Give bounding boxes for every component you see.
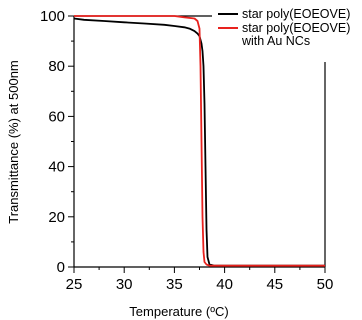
x-tick-label: 35 — [166, 276, 183, 293]
legend-label-2: with Au NCs — [241, 34, 310, 48]
series-line-2 — [74, 15, 325, 267]
legend-label-1: star poly(EOEOVE) — [242, 7, 350, 21]
legend-label-2: star poly(EOEOVE) — [242, 21, 350, 35]
x-tick-label: 50 — [317, 276, 334, 293]
y-tick-label: 0 — [57, 259, 65, 276]
y-tick-label: 20 — [48, 209, 65, 226]
y-tick-label: 80 — [48, 58, 65, 75]
axes: 25 30 35 40 45 50 0 20 40 60 80 100 — [40, 8, 333, 293]
y-tick-label: 100 — [40, 8, 65, 25]
x-axis-label: Temperature (ºC) — [129, 304, 228, 319]
x-tick-label: 45 — [266, 276, 283, 293]
legend: star poly(EOEOVE)star poly(EOEOVE)with A… — [212, 4, 360, 62]
x-tick-label: 40 — [216, 276, 233, 293]
y-tick-label: 40 — [48, 159, 65, 176]
series-layer — [73, 15, 325, 267]
x-tick-label: 25 — [66, 276, 83, 293]
y-axis-label: Transmittance (%) at 500nm — [6, 60, 21, 224]
y-tick-label: 60 — [48, 108, 65, 125]
x-tick-label: 30 — [116, 276, 133, 293]
